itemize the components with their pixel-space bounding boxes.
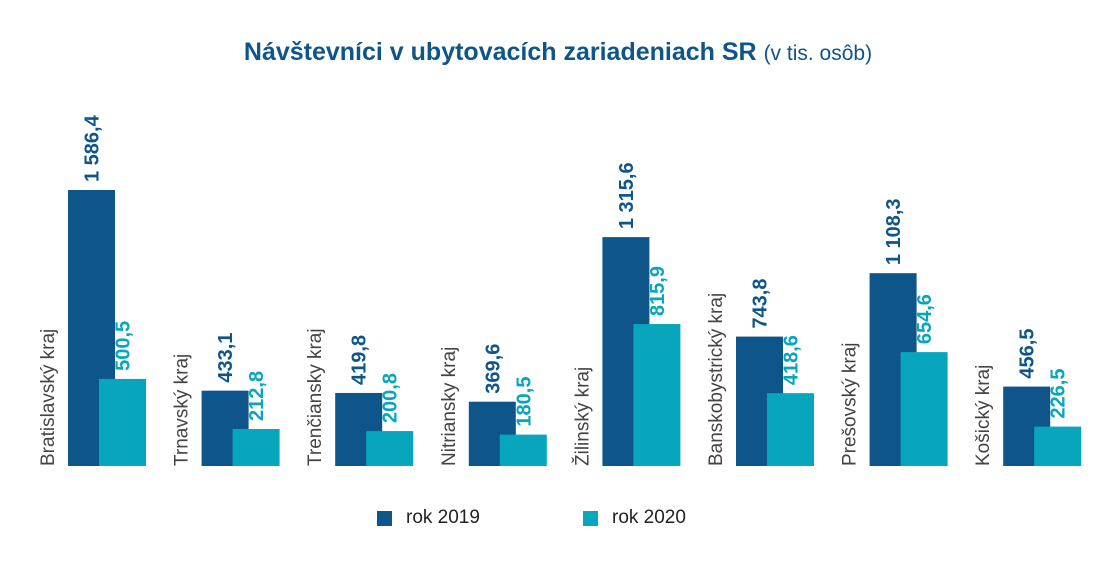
value-label-2020-zilinsky-kraj: 815,9 [647,266,669,316]
legend-item-2020: rok 2020 [583,507,686,529]
legend-swatch-2020 [583,510,598,526]
legend-label-2020: rok 2020 [612,507,686,528]
bar-2020-kosicky-kraj [1034,426,1082,466]
category-label-trnavsky-kraj: Trnavský kraj [172,354,193,466]
legend-swatch-2019 [377,510,392,526]
value-label-2019-bratislavsky-kraj: 1 586,4 [82,114,104,182]
category-label-zilinsky-kraj: Žilinský kraj [571,367,593,466]
value-label-2020-bratislavsky-kraj: 500,5 [113,321,135,371]
bar-2020-banskobystricky-kraj [767,393,814,466]
bar-2020-trnavsky-kraj [232,428,280,466]
category-label-presovsky-kraj: Prešovský kraj [840,342,861,466]
category-label-kosicky-kraj: Košický kraj [973,365,994,466]
value-label-2019-banskobystricky-kraj: 743,8 [750,279,772,329]
bar-2020-zilinsky-kraj [633,324,681,466]
value-label-2019-presovsky-kraj: 1 108,3 [883,198,905,265]
value-label-2020-kosicky-kraj: 226,5 [1048,369,1070,419]
bar-2020-bratislavsky-kraj [99,378,146,466]
bar-2020-presovsky-kraj [900,352,948,466]
bar-2020-nitriansky-kraj [499,434,547,466]
value-label-2019-trnavsky-kraj: 433,1 [215,333,237,383]
value-label-2020-nitriansky-kraj: 180,5 [513,377,535,427]
value-label-2020-presovsky-kraj: 654,6 [914,294,936,344]
legend-label-2019: rok 2019 [406,507,480,528]
category-label-trenciansky-kraj: Trenčiansky kraj [305,328,326,466]
value-label-2019-zilinsky-kraj: 1 315,6 [616,162,638,229]
value-label-2020-trnavsky-kraj: 212,8 [246,371,268,421]
value-label-2019-trenciansky-kraj: 419,8 [349,335,371,385]
value-label-2020-banskobystricky-kraj: 418,6 [781,335,803,385]
category-label-nitriansky-kraj: Nitriansky kraj [439,347,460,466]
category-label-bratislavsky-kraj: Bratislavský kraj [38,329,59,466]
chart-title-main: Návštevníci v ubytovacích zariadeniach S… [243,38,757,66]
bar-chart: Bratislavský kraj 1 586,4 500,5 Trnavský kr… [38,114,1082,466]
category-label-banskobystricky-kraj: Banskobystrický kraj [706,293,727,466]
value-label-2019-kosicky-kraj: 456,5 [1017,329,1039,379]
legend-item-2019: rok 2019 [377,507,480,529]
value-label-2020-trenciansky-kraj: 200,8 [380,373,402,423]
chart-legend: rok 2019 rok 2020 [0,507,1116,531]
chart-title: Návštevníci v ubytovacích zariadeniach S… [0,38,1116,67]
chart-title-unit: (v tis. osôb) [763,42,873,65]
value-label-2019-nitriansky-kraj: 369,6 [482,344,504,394]
bar-2020-trenciansky-kraj [366,431,414,466]
